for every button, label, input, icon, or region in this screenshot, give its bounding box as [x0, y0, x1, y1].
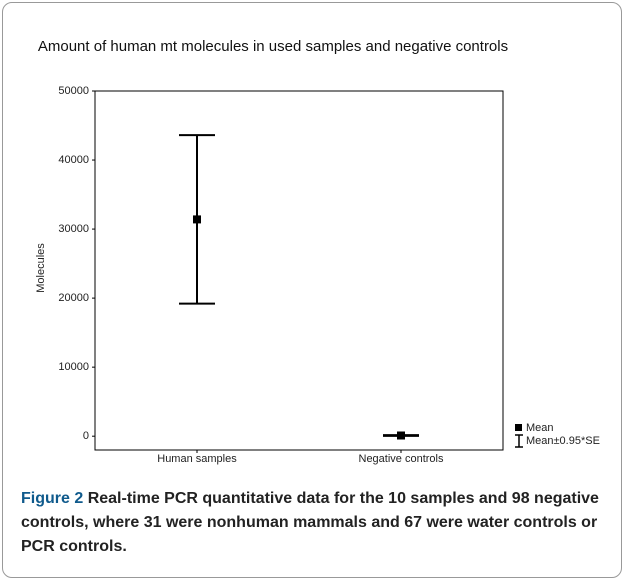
- y-tick-label: 30000: [58, 223, 89, 235]
- y-tick-label: 50000: [58, 85, 89, 97]
- legend-error-icon: [515, 434, 523, 448]
- chart: Molecules 0 10000 20000 30000 40000 50000 Huma…: [35, 85, 600, 465]
- x-tick-label: Human samples: [157, 453, 237, 465]
- legend-mean-icon: [515, 424, 522, 431]
- legend-label: Mean: [526, 422, 554, 434]
- caption-text: Real-time PCR quantitative data for the …: [21, 490, 599, 555]
- caption: Figure 2 Real-time PCR quantitative data…: [21, 487, 611, 559]
- y-axis-label: Molecules: [35, 243, 47, 293]
- y-tick-label: 20000: [58, 292, 89, 304]
- mean-marker: [193, 215, 201, 224]
- y-tick-label: 40000: [58, 154, 89, 166]
- legend-label: Mean±0.95*SE: [526, 435, 600, 447]
- y-tick-label: 0: [83, 430, 89, 442]
- plot-frame: [94, 90, 504, 451]
- caption-label: Figure 2: [21, 490, 84, 507]
- chart-title: Amount of human mt molecules in used sam…: [37, 38, 509, 55]
- mean-marker: [397, 431, 405, 440]
- x-tick-label: Negative controls: [359, 453, 444, 465]
- y-tick-label: 10000: [58, 361, 89, 373]
